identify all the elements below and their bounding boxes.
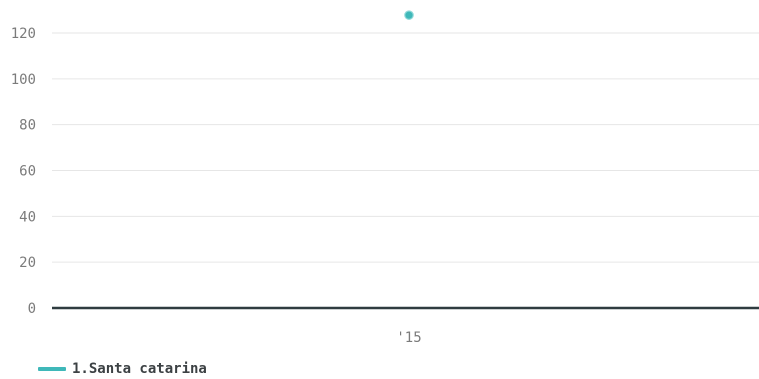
data-point[interactable]	[404, 10, 414, 20]
y-axis-ticks: 0 20 40 60 80 100 120	[11, 26, 36, 317]
x-tick-label: '15	[396, 330, 421, 346]
y-tick-label-80: 80	[19, 118, 36, 134]
x-axis-ticks: '15	[396, 330, 421, 346]
data-points	[404, 10, 414, 20]
y-tick-label-40: 40	[19, 209, 36, 225]
y-tick-label-100: 100	[11, 72, 36, 88]
y-tick-label-60: 60	[19, 164, 36, 180]
grid-lines	[52, 32, 759, 310]
y-tick-label-0: 0	[28, 301, 36, 317]
legend-label-santa-catarina: 1.Santa catarina	[72, 361, 207, 377]
legend: 1.Santa catarina	[38, 359, 207, 379]
y-tick-label-120: 120	[11, 26, 36, 42]
legend-swatch	[38, 367, 66, 371]
y-tick-label-20: 20	[19, 255, 36, 271]
